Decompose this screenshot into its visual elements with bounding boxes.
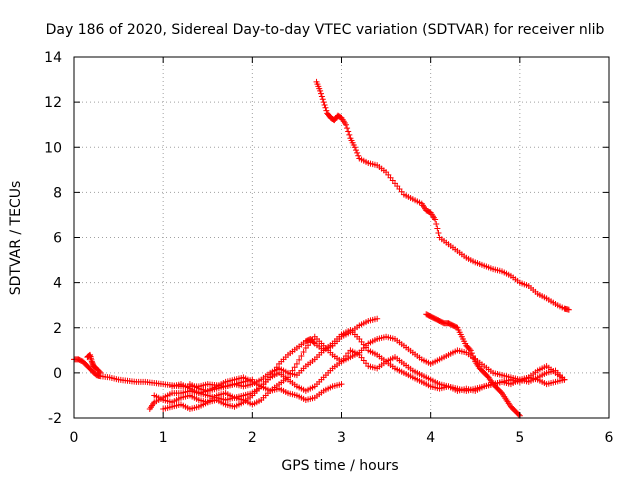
series-1 (423, 311, 523, 419)
data-point (318, 93, 325, 100)
data-point (321, 101, 328, 108)
data-point (565, 306, 572, 313)
data-point (471, 355, 478, 362)
data-point (96, 368, 103, 375)
data-point (435, 229, 442, 236)
data-point (434, 225, 441, 232)
x-tick-label: 1 (159, 430, 168, 446)
x-tick-label: 2 (248, 430, 257, 446)
y-tick-label: 10 (44, 140, 62, 156)
y-tick-label: 14 (44, 50, 62, 66)
data-point (300, 349, 307, 356)
data-point (293, 360, 300, 367)
x-axis-label: GPS time / hours (281, 458, 398, 474)
data-point (561, 376, 568, 383)
x-tick-label: 0 (70, 430, 79, 446)
axis-ticks (73, 56, 610, 419)
data-point (320, 99, 327, 106)
y-tick-label: 6 (53, 231, 62, 247)
data-point (467, 347, 474, 354)
y-tick-label: 2 (53, 321, 62, 337)
series-7 (169, 327, 568, 397)
data-point (319, 96, 326, 103)
data-marks (71, 78, 572, 419)
data-point (323, 107, 330, 114)
data-point (468, 350, 475, 357)
data-point (346, 131, 353, 138)
x-tick-label: 5 (515, 430, 524, 446)
y-axis-label: SDTVAR / TECUs (8, 181, 24, 296)
data-point (317, 87, 324, 94)
data-point (317, 90, 324, 97)
data-point (322, 104, 329, 111)
data-point (354, 149, 361, 156)
data-point (97, 369, 104, 376)
y-tick-label: 0 (53, 366, 62, 382)
y-tick-label: 4 (53, 276, 62, 292)
x-tick-label: 4 (426, 430, 435, 446)
chart-title: Day 186 of 2020, Sidereal Day-to-day VTE… (46, 22, 605, 38)
data-point (291, 364, 298, 371)
y-tick-label: 8 (53, 185, 62, 201)
series-0 (313, 78, 572, 313)
y-tick-labels: -2 0 2 4 6 8 10 12 14 (44, 50, 62, 427)
data-point (296, 356, 303, 363)
data-point (298, 352, 305, 359)
data-point (466, 346, 473, 353)
data-point (374, 315, 381, 322)
data-point (355, 152, 362, 159)
data-point (344, 125, 351, 132)
data-point (345, 128, 352, 135)
data-point (352, 147, 359, 154)
data-point (515, 411, 522, 418)
series-3 (84, 351, 104, 376)
data-point (433, 220, 440, 227)
data-point (432, 216, 439, 223)
x-tick-label: 6 (605, 430, 614, 446)
data-point (342, 121, 349, 128)
y-tick-label: 12 (44, 95, 62, 111)
series-8 (186, 374, 345, 403)
data-point (338, 381, 345, 388)
x-tick-labels: 0 1 2 3 4 5 6 (70, 430, 614, 446)
data-point (351, 144, 358, 151)
y-tick-label: -2 (48, 411, 62, 427)
x-tick-label: 3 (337, 430, 346, 446)
